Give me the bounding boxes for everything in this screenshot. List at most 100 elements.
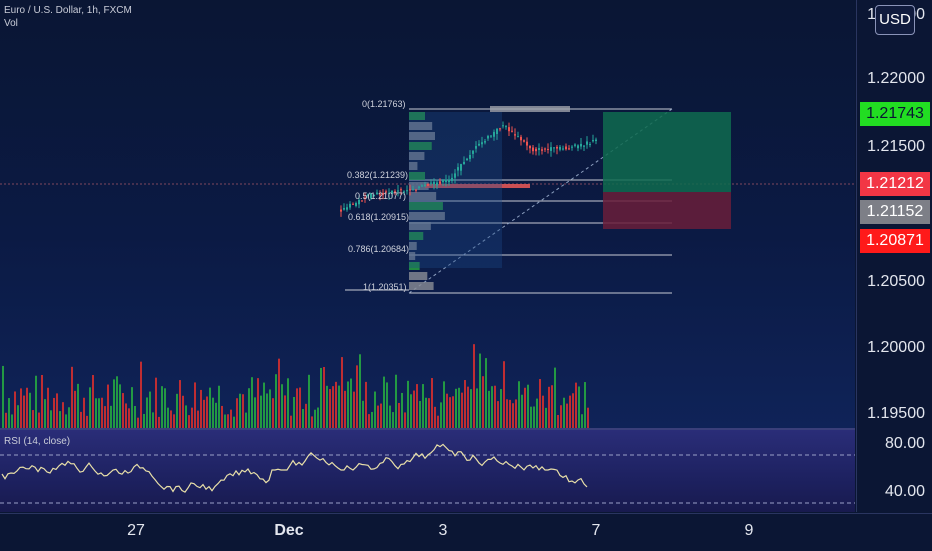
volume-bar — [299, 387, 301, 428]
candle-body — [376, 192, 378, 195]
volume-bar — [23, 395, 25, 428]
time-label-month: Dec — [274, 522, 304, 539]
price-label: 1.20000 — [867, 339, 925, 356]
volume-profile-block — [409, 282, 434, 290]
volume-bar — [2, 365, 4, 428]
candle-body — [400, 189, 402, 191]
currency-button[interactable]: USD — [875, 5, 915, 35]
volume-bar — [512, 403, 514, 428]
volume-bar — [386, 382, 388, 428]
volume-profile-block — [409, 232, 424, 240]
volume-bar — [440, 402, 442, 428]
time-label: 27 — [127, 522, 145, 539]
candle-body — [547, 148, 549, 150]
candle-body — [571, 146, 573, 148]
volume-bar — [266, 393, 268, 428]
volume-bar — [332, 386, 334, 428]
candle-body — [481, 142, 483, 145]
candle-body — [577, 145, 579, 149]
volume-bar — [263, 382, 265, 428]
volume-bar — [134, 405, 136, 428]
volume-profile-block — [409, 262, 420, 270]
volume-legend[interactable]: Vol — [4, 18, 18, 29]
volume-profile-block — [409, 162, 418, 170]
volume-bar — [122, 393, 124, 428]
volume-bar — [35, 375, 37, 428]
symbol-legend[interactable]: Euro / U.S. Dollar, 1h, FXCM — [4, 5, 132, 16]
candle-body — [403, 191, 405, 193]
candle-body — [559, 146, 561, 150]
volume-bar — [581, 414, 583, 428]
candle-body — [478, 143, 480, 146]
candle-body — [499, 128, 501, 130]
volume-bar — [500, 389, 502, 428]
volume-bar — [434, 406, 436, 428]
volume-bar — [317, 407, 319, 428]
rsi-pane[interactable] — [0, 430, 855, 512]
volume-bar — [269, 389, 271, 428]
volume-bar — [224, 414, 226, 428]
candle-body — [535, 148, 537, 152]
candle-body — [586, 141, 588, 145]
candle-body — [532, 147, 534, 152]
volume-bar — [314, 409, 316, 428]
volume-bar — [44, 399, 46, 428]
volume-bar — [488, 390, 490, 428]
volume-bar — [353, 391, 355, 428]
volume-bar — [494, 385, 496, 428]
volume-bar — [578, 386, 580, 428]
volume-bar — [452, 396, 454, 428]
volume-bar — [323, 366, 325, 428]
volume-bar — [326, 385, 328, 428]
volume-bar — [101, 397, 103, 428]
volume-bar — [383, 376, 385, 428]
volume-bar — [572, 393, 574, 428]
volume-bar — [473, 344, 475, 428]
candle-body — [436, 182, 438, 186]
candle-body — [466, 158, 468, 161]
volume-bar — [272, 398, 274, 428]
volume-bar — [164, 388, 166, 428]
volume-bar — [230, 409, 232, 428]
volume-bar — [431, 378, 433, 428]
volume-bar — [83, 397, 85, 428]
volume-bar — [509, 399, 511, 428]
candle-body — [589, 144, 591, 146]
volume-bar — [458, 387, 460, 428]
volume-bar — [296, 388, 298, 428]
rsi-label: 40.00 — [884, 483, 925, 500]
price-axis[interactable]: 1.22500 1.22000 1.21500 1.20500 1.20000 … — [856, 0, 932, 512]
volume-bar — [176, 393, 178, 428]
volume-bar — [128, 408, 130, 428]
volume-profile-block — [409, 202, 443, 210]
candle-body — [415, 189, 417, 191]
candle-body — [487, 135, 489, 139]
volume-bar — [47, 387, 49, 428]
volume-bar — [395, 374, 397, 428]
volume-profile-block — [409, 242, 417, 250]
candle-body — [445, 179, 447, 183]
volume-bar — [56, 393, 58, 428]
candle-body — [394, 191, 396, 193]
volume-bar — [455, 388, 457, 428]
volume-bar — [290, 415, 292, 428]
volume-bar — [146, 397, 148, 428]
volume-bar — [179, 380, 181, 428]
volume-bar — [80, 411, 82, 428]
price-label: 1.21500 — [867, 138, 925, 155]
volume-bar — [524, 387, 526, 428]
anchor-zone — [409, 112, 502, 268]
volume-bar — [86, 415, 88, 428]
volume-bar — [71, 366, 73, 428]
volume-bar — [503, 361, 505, 428]
volume-bar — [212, 397, 214, 428]
candle-body — [592, 140, 594, 142]
time-axis[interactable]: 27 Dec 3 7 9 — [0, 513, 932, 551]
volume-bar — [53, 397, 55, 428]
volume-bar — [491, 386, 493, 428]
volume-bar — [275, 374, 277, 428]
candle-body — [553, 147, 555, 149]
pane-separator[interactable] — [0, 428, 855, 430]
volume-bar — [311, 416, 313, 428]
rsi-legend[interactable]: RSI (14, close) — [4, 436, 71, 447]
